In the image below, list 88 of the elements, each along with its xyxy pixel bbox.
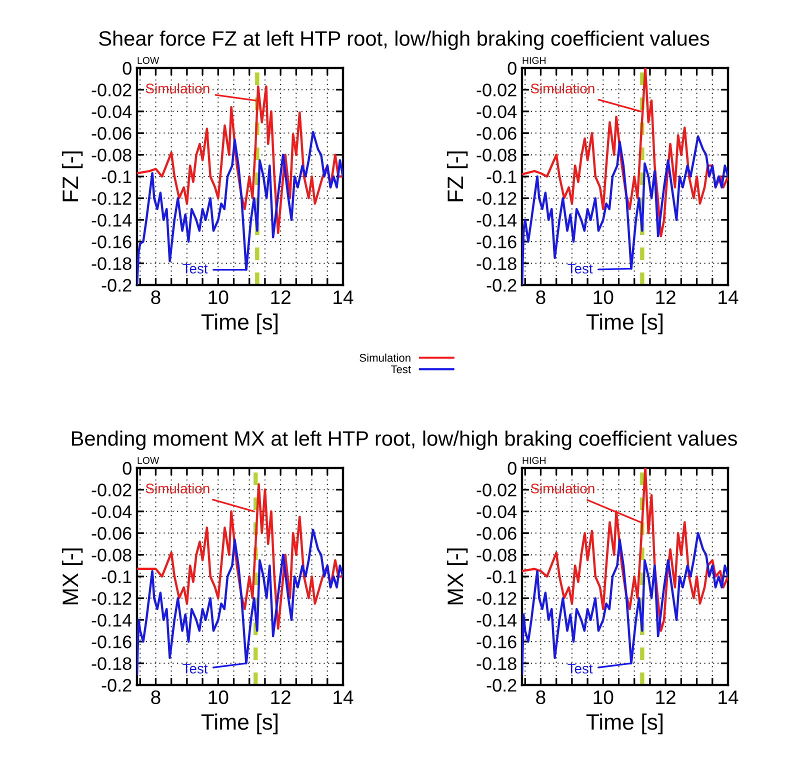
x-tick-label: 8 [151,290,160,304]
y-tick-label: -0.12 [92,592,132,605]
y-axis-title: FZ [-] [446,152,468,202]
y-tick-label: -0.02 [92,484,132,496]
chart-subtitle: LOW [138,457,160,464]
y-tick-label: -0.06 [92,527,132,540]
y-tick-label: -0.14 [92,614,132,627]
y-tick-label: -0.04 [476,505,517,518]
y-tick-label: -0.16 [92,636,132,648]
x-tick-label: 8 [536,690,546,704]
y-tick-label: -0.1 [102,170,132,184]
y-tick-label: -0.06 [476,527,516,540]
y-axis-title: FZ [-] [62,152,83,202]
y-tick-label: -0.04 [92,105,132,118]
y-tick-label: -0.16 [476,236,516,248]
y-tick-label: -0.06 [92,127,132,140]
y-axis-title: MX [-] [446,548,468,604]
y-tick-label: -0.02 [476,484,516,496]
y-tick-label: -0.14 [92,214,132,227]
y-tick-label: -0.12 [476,592,516,605]
y-tick-label: -0.04 [92,505,132,518]
x-tick-label: 10 [208,290,228,304]
y-tick-label: -0.02 [476,84,516,96]
y-tick-label: 0 [122,62,132,75]
x-axis-title: Time [s] [586,714,663,734]
x-tick-label: 10 [208,690,228,704]
x-tick-label: 8 [536,290,546,304]
x-tick-label: 14 [334,290,354,304]
y-tick-label: -0.14 [476,614,517,627]
x-tick-label: 8 [151,690,160,704]
annotation: Test [568,264,593,274]
annotation: Test [182,264,208,274]
text: Bending moment MX at left HTP root, low/high braking coefficient values [72,430,737,450]
x-tick-label: 12 [271,290,290,304]
y-tick-label: -0.16 [92,236,132,248]
y-tick-label: -0.18 [476,657,516,670]
x-axis-title: Time [s] [201,714,278,734]
y-tick-label: -0.14 [476,214,517,227]
y-tick-label: -0.2 [102,278,132,292]
x-tick-label: 12 [656,290,676,304]
x-axis-title: Time [s] [201,314,278,334]
y-tick-label: -0.2 [486,278,516,292]
text: Shear force FZ at left HTP root, low/high braking coefficient values [99,30,710,50]
y-tick-label: -0.12 [92,192,132,205]
y-tick-label: -0.08 [92,148,132,162]
annotation: Simulation [146,483,210,494]
line-series [137,483,343,630]
y-tick-label: -0.02 [92,84,132,96]
y-tick-label: -0.18 [476,257,516,270]
annotation: Simulation [530,83,594,94]
legend-label: Test [390,365,411,374]
annotation: Simulation [530,483,594,494]
annotation: Simulation [146,83,210,94]
y-tick-label: -0.04 [476,105,517,118]
y-tick-label: -0.08 [476,548,516,562]
y-tick-label: -0.2 [102,678,132,692]
y-tick-label: -0.2 [486,678,516,692]
annotation: Test [568,664,593,674]
x-tick-label: 14 [718,690,738,704]
x-tick-label: 14 [718,290,738,304]
y-tick-label: 0 [508,462,516,475]
legend-label: Simulation [360,354,410,362]
x-tick-label: 10 [594,290,614,304]
y-tick-label: 0 [508,62,516,75]
y-axis-title: MX [-] [62,548,83,604]
chart-subtitle: LOW [138,57,160,64]
y-tick-label: -0.18 [92,257,132,270]
y-tick-label: -0.1 [102,570,132,584]
chart-subtitle: HIGH [522,457,546,464]
y-tick-label: -0.06 [476,127,516,140]
y-tick-label: -0.12 [476,192,516,205]
x-tick-label: 14 [334,690,354,704]
y-tick-label: -0.08 [476,148,516,162]
y-tick-label: -0.18 [92,657,132,670]
annotation: Test [182,664,208,674]
line-series [137,528,343,676]
y-tick-label: -0.1 [486,170,516,184]
y-tick-label: 0 [122,462,132,475]
chart-subtitle: HIGH [522,57,546,64]
x-tick-label: 12 [656,690,676,704]
line-series [522,532,728,676]
x-tick-label: 10 [594,690,614,704]
y-tick-label: -0.1 [486,570,516,584]
line-series [137,85,343,234]
x-axis-title: Time [s] [586,314,663,334]
y-tick-label: -0.16 [476,636,516,648]
x-tick-label: 12 [271,690,290,704]
y-tick-label: -0.08 [92,548,132,562]
